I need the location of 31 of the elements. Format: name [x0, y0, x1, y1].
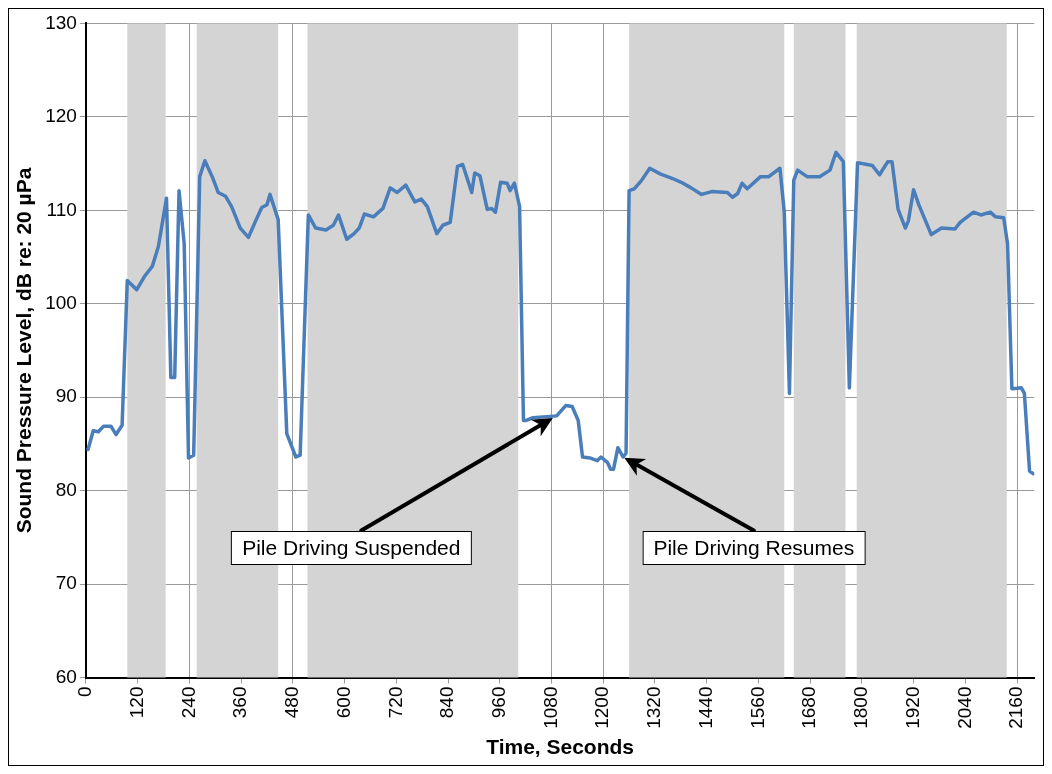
- x-tick-label: 2040: [953, 686, 975, 729]
- y-tick-label: 60: [55, 665, 77, 687]
- y-tick-label: 130: [45, 11, 77, 33]
- x-tick-label: 960: [487, 686, 509, 719]
- x-tick-label: 1440: [694, 686, 716, 729]
- x-tick-label: 1920: [901, 686, 923, 729]
- x-tick-label: 1080: [539, 686, 561, 729]
- x-tick-label: 0: [74, 686, 96, 698]
- x-tick-label: 480: [281, 686, 303, 719]
- annotation: Pile Driving Resumes: [642, 530, 866, 565]
- y-tick-label: 100: [45, 291, 77, 313]
- x-tick-label: 1800: [850, 686, 872, 729]
- x-tick-label: 840: [436, 686, 458, 719]
- y-tick-label: 70: [55, 572, 77, 594]
- x-tick-label: 1680: [798, 686, 820, 729]
- y-tick-label: 120: [45, 105, 77, 127]
- x-tick-label: 1320: [643, 686, 665, 729]
- x-axis-title: Time, Seconds: [486, 735, 635, 759]
- x-tick-label: 1200: [591, 686, 613, 729]
- y-tick-label: 110: [46, 198, 77, 220]
- x-tick-label: 600: [332, 686, 354, 719]
- y-tick-label: 80: [55, 478, 77, 500]
- x-tick-label: 120: [125, 686, 147, 719]
- x-tick-label: 2160: [1005, 686, 1027, 729]
- x-tick-label: 360: [229, 686, 251, 719]
- x-tick-label: 720: [384, 686, 406, 719]
- x-tick-label: 1560: [746, 686, 768, 729]
- annotation: Pile Driving Suspended: [231, 530, 472, 565]
- y-axis-title: Sound Pressure Level, dB re: 20 µPa: [12, 167, 36, 534]
- x-tick-label: 240: [177, 686, 199, 719]
- y-tick-label: 90: [55, 385, 77, 407]
